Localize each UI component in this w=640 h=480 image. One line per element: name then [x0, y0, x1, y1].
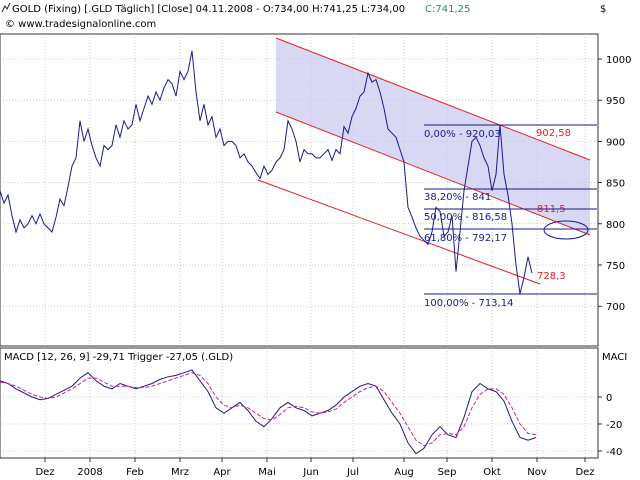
currency-label: $ [600, 4, 606, 15]
x-tick-label: Dez [35, 467, 54, 478]
header: GOLD (Fixing) [.GLD Täglich] [Close] 04.… [1, 2, 606, 30]
price-series-line [0, 50, 533, 294]
fib-level-label: 38,20% - 841 [424, 192, 491, 203]
price-line [0, 50, 533, 294]
fib-level-label: 61,80% - 792,17 [424, 233, 507, 244]
x-tick-label: 2008 [77, 467, 102, 478]
x-tick-label: Nov [527, 467, 547, 478]
x-tick-label: Aug [394, 467, 414, 478]
macd-y-tick-label: -40 [606, 447, 622, 458]
macd-y-tick-label: -20 [606, 420, 622, 431]
macd-panel-frame [0, 347, 599, 459]
channel-middle-line [275, 111, 591, 236]
channel-fill [276, 38, 590, 235]
x-tick-label: Apr [213, 467, 231, 478]
price-y-tick-label: 950 [606, 96, 625, 107]
price-y-tick-label: 1000 [606, 55, 631, 66]
trigger-line [0, 372, 537, 447]
fib-level-label: 50,00% - 816,58 [424, 212, 507, 223]
macd-grid [0, 348, 598, 458]
x-tick-label: Feb [126, 467, 144, 478]
website-label: © www.tradesignalonline.com [5, 19, 156, 30]
x-tick-label: Jun [302, 467, 319, 478]
chart-line-icon [1, 2, 11, 13]
highlight-ellipse [543, 220, 589, 240]
macd-y-axis: 0 -20 -40 [598, 393, 622, 458]
price-y-tick-label: 800 [606, 220, 625, 231]
x-tick-label: Dez [575, 467, 594, 478]
price-y-tick-label: 850 [606, 179, 625, 190]
chart-title: GOLD (Fixing) [.GLD Täglich] [Close] 04.… [12, 4, 405, 15]
price-y-tick-label: 750 [606, 261, 625, 272]
price-y-axis: 1000 950 900 850 800 750 700 [598, 55, 631, 313]
x-axis: Dez 2008 Feb Mrz Apr Mai Jun Jul Aug Sep Okt Nov Dez [35, 458, 595, 478]
channel-label: 728,3 [537, 271, 566, 282]
macd-title: MACD [12, 26, 9] -29,71 Trigger -27,05 (… [4, 352, 233, 363]
fib-level-label: 100,00% - 713,14 [424, 298, 513, 309]
channel-label: 902,58 [536, 128, 571, 139]
x-tick-label: Jul [346, 467, 359, 478]
x-tick-label: Sep [438, 467, 457, 478]
macd-y-tick-label: 0 [606, 393, 612, 404]
macd-lines [0, 369, 537, 455]
fib-level-label: 0,00% - 920,03 [424, 129, 501, 140]
x-tick-label: Mai [258, 467, 276, 478]
price-y-tick-label: 700 [606, 302, 625, 313]
x-tick-label: Okt [483, 467, 501, 478]
price-y-tick-label: 900 [606, 137, 625, 148]
channel-upper-line [275, 37, 591, 161]
macd-right-label: MACI [602, 352, 627, 363]
x-tick-label: Mrz [171, 467, 189, 478]
channel-lower-line [257, 179, 541, 285]
close-value: C:741,25 [425, 4, 470, 15]
macd-panel: MACD [12, 26, 9] -29,71 Trigger -27,05 (… [0, 347, 627, 459]
